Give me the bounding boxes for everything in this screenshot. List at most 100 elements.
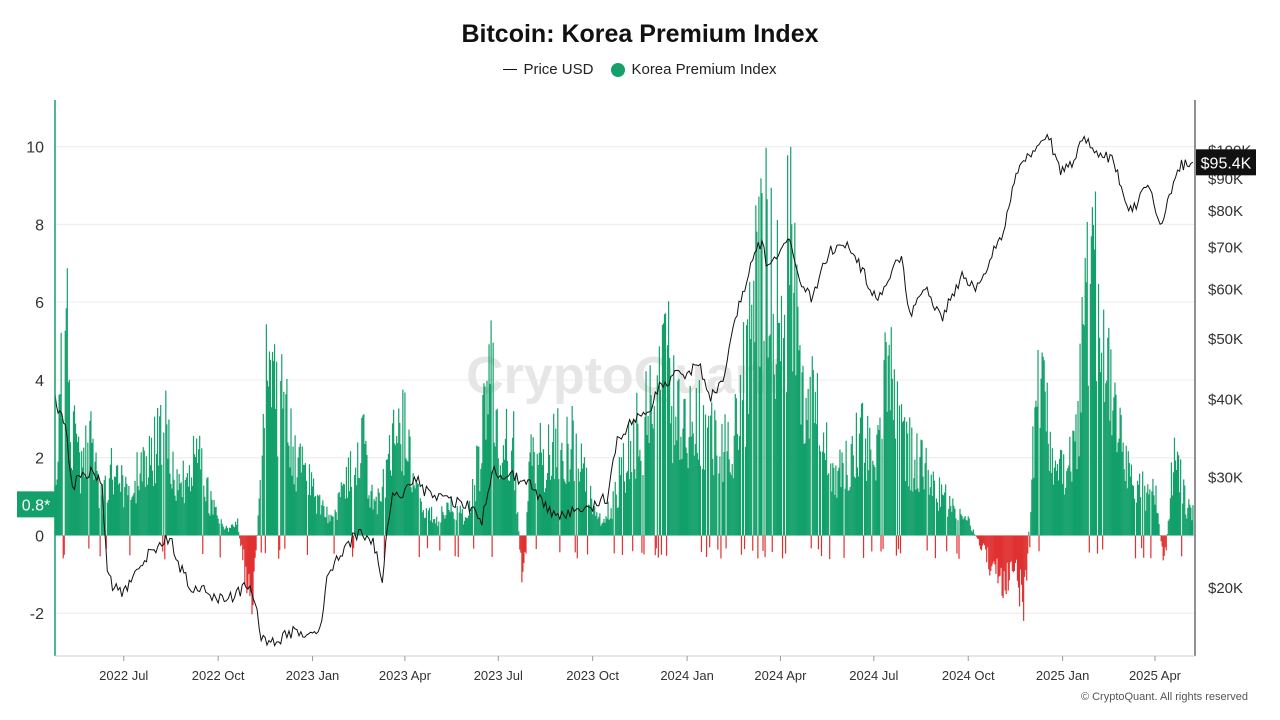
kpi-bar: [371, 484, 373, 536]
kpi-bar: [61, 419, 63, 536]
kpi-bar: [436, 516, 438, 536]
kpi-bar: [879, 417, 881, 536]
y-left-tick-label: 10: [26, 140, 44, 157]
kpi-bar: [905, 481, 907, 536]
y-left-tick-label: 0: [35, 528, 44, 545]
kpi-bar: [1112, 410, 1114, 536]
kpi-bar: [990, 535, 992, 571]
kpi-bar: [486, 380, 488, 536]
kpi-bar: [666, 345, 669, 536]
kpi-bar: [326, 506, 328, 536]
kpi-bar: [139, 473, 141, 536]
kpi-bar: [146, 484, 148, 536]
kpi-bar: [78, 436, 80, 536]
kpi-bar: [527, 501, 529, 536]
kpi-bar: [467, 515, 470, 536]
kpi-bar: [659, 390, 662, 536]
kpi-bar: [726, 451, 728, 536]
kpi-bar: [1116, 452, 1118, 536]
kpi-bar: [638, 456, 640, 536]
kpi-bar: [995, 535, 997, 574]
kpi-bar: [891, 378, 893, 536]
kpi-bar: [180, 482, 182, 536]
kpi-bar: [956, 535, 958, 554]
kpi-bar: [86, 476, 88, 536]
kpi-bar: [992, 535, 994, 564]
kpi-bar: [1048, 470, 1050, 536]
kpi-bar: [153, 416, 156, 536]
kpi-bar: [1175, 469, 1178, 536]
kpi-bar: [241, 535, 243, 545]
kpi-bar: [1054, 460, 1057, 536]
kpi-bar: [622, 443, 625, 536]
kpi-bar: [1121, 451, 1123, 536]
kpi-bar: [894, 438, 896, 536]
kpi-bar: [65, 308, 67, 536]
kpi-bar: [599, 513, 601, 536]
kpi-bar: [260, 535, 262, 553]
kpi-bar: [916, 433, 918, 536]
kpi-bar: [969, 525, 971, 536]
kpi-bar: [493, 442, 495, 536]
kpi-bar: [756, 231, 758, 536]
kpi-bar: [994, 535, 996, 565]
kpi-bar: [400, 444, 402, 536]
kpi-bar: [882, 535, 884, 550]
kpi-bar: [514, 490, 516, 536]
kpi-bar: [673, 355, 675, 536]
kpi-bar: [937, 510, 940, 536]
kpi-bar: [889, 410, 891, 536]
kpi-bar: [350, 486, 353, 536]
kpi-bar: [708, 415, 710, 536]
kpi-bar: [608, 519, 610, 536]
kpi-bar: [464, 517, 467, 536]
kpi-bar: [1024, 535, 1026, 577]
kpi-bar: [354, 474, 356, 536]
kpi-bar: [1102, 535, 1104, 550]
kpi-bar: [1049, 431, 1051, 536]
kpi-bar: [79, 452, 81, 536]
kpi-bar: [1002, 535, 1004, 599]
kpi-bar: [787, 155, 789, 536]
kpi-bar: [949, 495, 951, 536]
kpi-bar: [738, 435, 741, 536]
legend-item-kpi[interactable]: Korea Premium Index: [611, 61, 777, 78]
kpi-bar: [979, 535, 982, 550]
kpi-bar: [564, 481, 566, 536]
kpi-bar: [752, 535, 754, 551]
kpi-bar: [1181, 535, 1183, 557]
kpi-bar: [357, 442, 359, 536]
kpi-bar: [805, 397, 807, 536]
kpi-bar: [395, 445, 397, 536]
kpi-bar: [432, 522, 434, 536]
kpi-bar: [910, 490, 912, 536]
kpi-bar: [971, 531, 973, 536]
kpi-bar: [408, 429, 410, 536]
kpi-bar: [881, 438, 883, 536]
kpi-bar: [890, 327, 892, 536]
kpi-bar: [131, 497, 133, 536]
kpi-bar: [780, 295, 783, 536]
kpi-bar: [559, 535, 561, 553]
kpi-bar: [732, 478, 734, 536]
kpi-bar: [972, 529, 974, 536]
kpi-bar: [206, 478, 208, 536]
kpi-bar: [699, 465, 702, 536]
kpi-bar: [725, 535, 727, 549]
kpi-bar: [563, 479, 565, 536]
kpi-bar: [479, 491, 481, 536]
legend-item-price[interactable]: Price USD: [503, 61, 593, 78]
kpi-bar: [1055, 470, 1058, 536]
kpi-bar: [370, 491, 372, 536]
kpi-bar: [133, 492, 135, 536]
kpi-bar: [595, 515, 597, 536]
kpi-bar: [239, 535, 241, 539]
kpi-bar: [572, 420, 574, 536]
kpi-bar: [814, 391, 816, 536]
kpi-bar: [277, 456, 279, 536]
kpi-bar: [556, 467, 558, 536]
kpi-bar: [967, 516, 969, 536]
kpi-bar: [205, 501, 207, 536]
kpi-bar: [651, 423, 653, 536]
kpi-bar: [252, 535, 254, 606]
